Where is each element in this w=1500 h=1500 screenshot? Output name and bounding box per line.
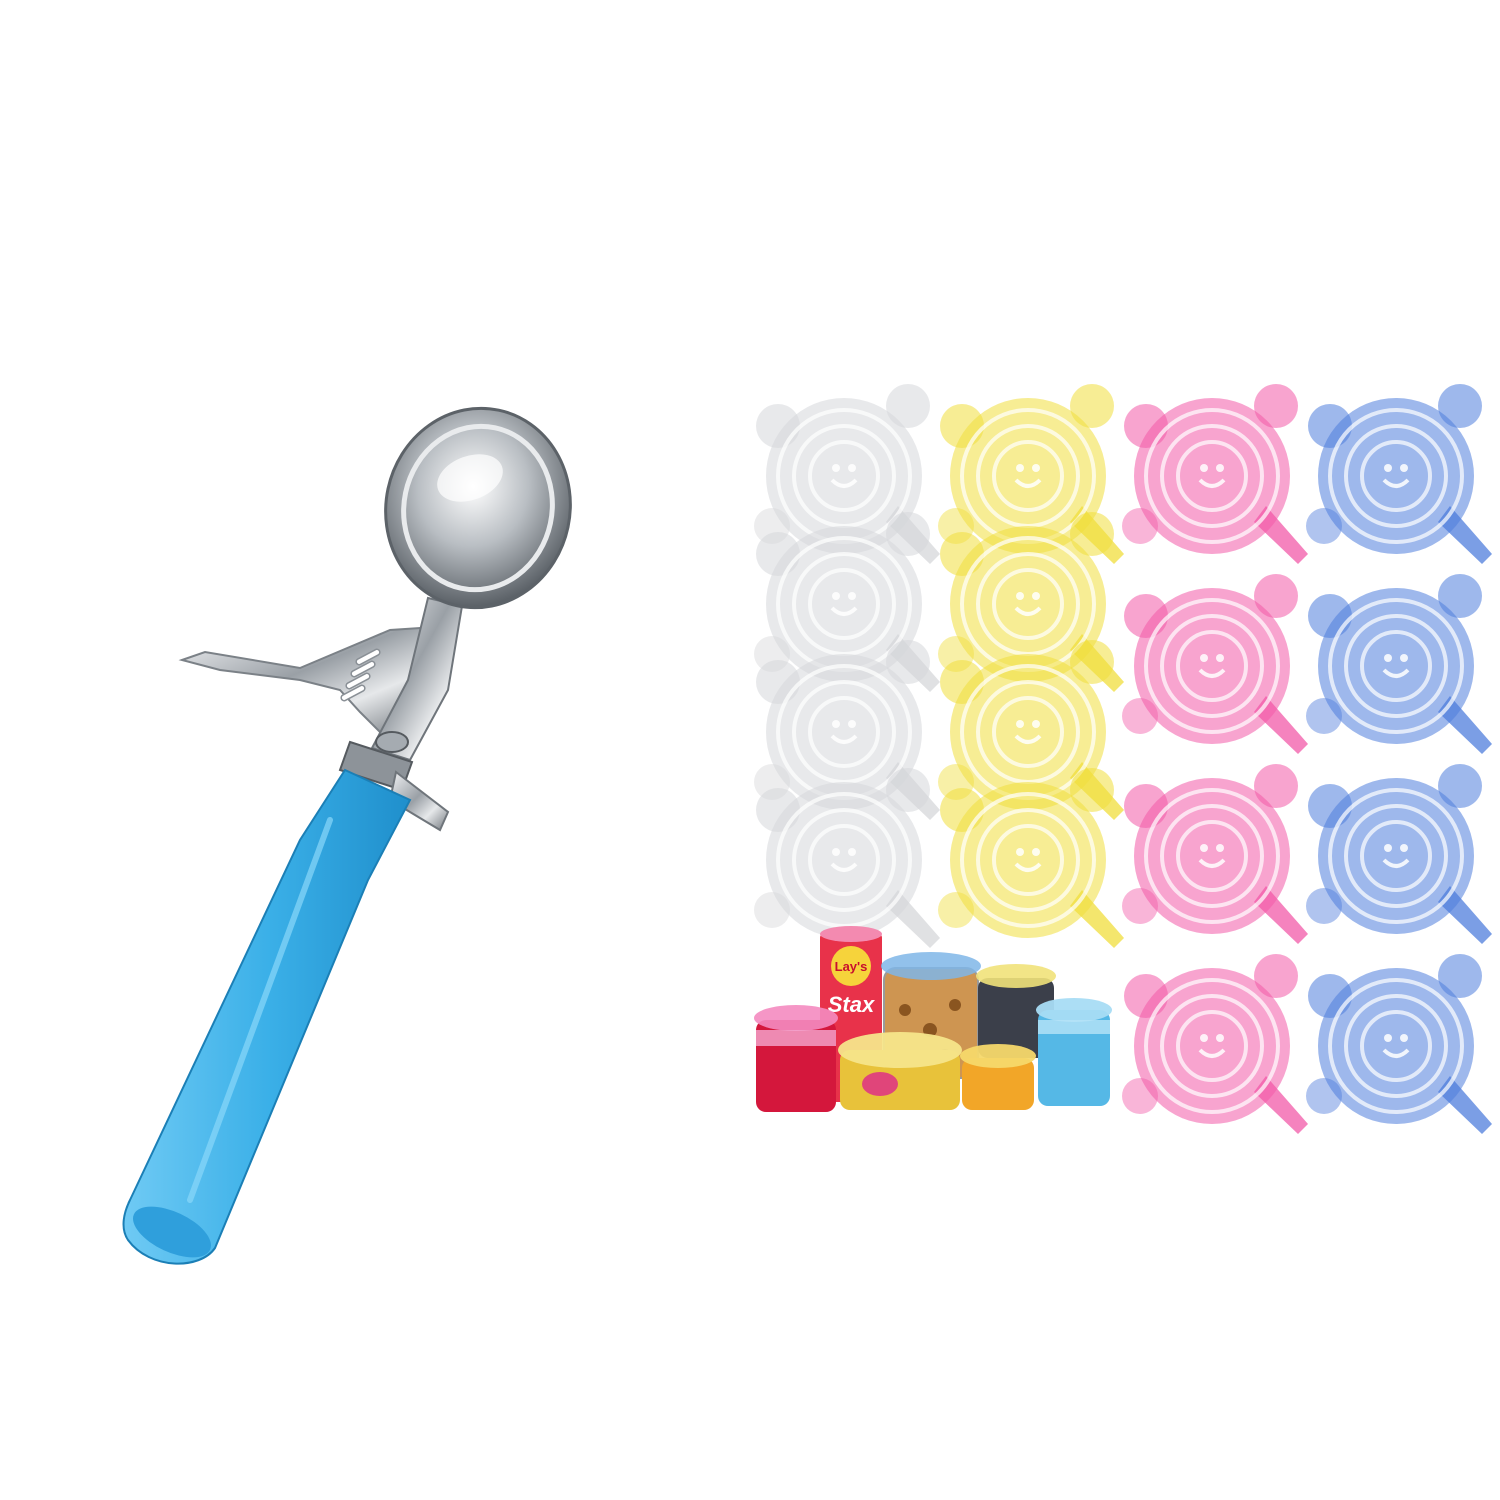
lid-group-yellow (936, 382, 1126, 950)
chips-product-text: Stax (828, 992, 875, 1017)
scoop-handle (122, 768, 412, 1265)
blue-glass (1036, 998, 1112, 1106)
containers-demo: Lay's Stax (754, 926, 1112, 1112)
lid-group-clear (752, 382, 942, 950)
yellow-tin (838, 1032, 962, 1110)
scoop-bowl (384, 406, 572, 610)
ice-cream-scoop (122, 406, 572, 1265)
orange-cup (960, 1044, 1036, 1110)
lid-group-pink (1120, 382, 1310, 1136)
lid-group-blue (1304, 382, 1494, 1136)
chips-brand-text: Lay's (835, 959, 868, 974)
berries-jar (976, 964, 1056, 1058)
red-glass (754, 1005, 838, 1112)
